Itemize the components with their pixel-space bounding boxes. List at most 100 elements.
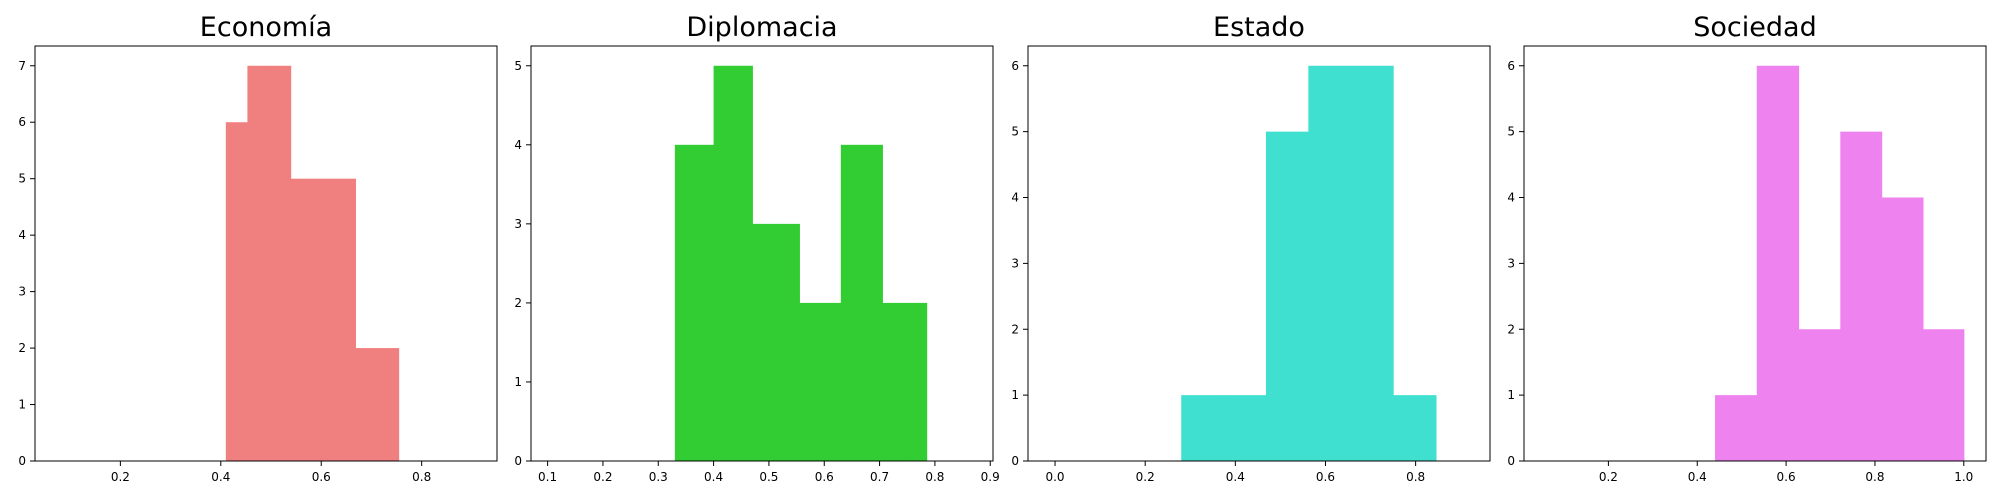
y-tick-label: 4 bbox=[1507, 191, 1515, 205]
y-tick-label: 1 bbox=[1011, 388, 1019, 402]
y-tick-label: 1 bbox=[1507, 388, 1515, 402]
histogram-bar bbox=[1715, 395, 1737, 461]
y-tick-label: 0 bbox=[1507, 454, 1515, 468]
panel-sociedad: Sociedad 0.2 0.4 0.6 0.8 1.0 0 1 2 3 4 5 6 bbox=[1507, 12, 1987, 484]
y-tick-label: 0 bbox=[514, 454, 522, 468]
histogram-bar bbox=[904, 302, 928, 461]
y-tick-label: 5 bbox=[1011, 125, 1019, 139]
panel-title: Diplomacia bbox=[686, 12, 837, 43]
x-tick-label: 0.6 bbox=[1777, 470, 1796, 484]
x-tick-label: 0.8 bbox=[1406, 470, 1425, 484]
panel-economia: Economía 0.2 0.4 0.6 0.8 0 1 2 3 4 5 6 7 bbox=[18, 12, 498, 484]
histogram-bar bbox=[1819, 329, 1841, 461]
histogram-bar bbox=[1308, 65, 1331, 461]
histogram-bar bbox=[1840, 131, 1862, 461]
axes-frame bbox=[1027, 45, 1491, 462]
y-tick-label: 6 bbox=[1011, 59, 1019, 73]
histogram-bar bbox=[860, 144, 883, 461]
histogram-bar bbox=[1943, 329, 1965, 461]
histogram-bar bbox=[269, 65, 292, 461]
histogram-bar bbox=[1798, 329, 1821, 461]
x-tick-label: 0.5 bbox=[759, 470, 778, 484]
x-tick-label: 0.6 bbox=[1316, 470, 1335, 484]
histogram-bar bbox=[882, 302, 906, 461]
x-tick-label: 0.2 bbox=[593, 470, 612, 484]
y-tick-label: 6 bbox=[1507, 59, 1515, 73]
histogram-bar bbox=[312, 178, 335, 461]
y-tick-label: 3 bbox=[18, 285, 26, 299]
panel-title: Economía bbox=[200, 12, 332, 43]
x-tick-label: 0.6 bbox=[815, 470, 834, 484]
x-tick-label: 0.6 bbox=[312, 470, 331, 484]
y-tick-label: 1 bbox=[514, 375, 522, 389]
x-tick-label: 0.4 bbox=[704, 470, 723, 484]
histogram-bar bbox=[1777, 65, 1800, 461]
histogram-bar bbox=[674, 144, 695, 461]
x-tick-label: 0.4 bbox=[1688, 470, 1707, 484]
panel-diplomacia: Diplomacia 0.1 0.2 0.3 0.4 0.5 0.6 0.7 0.8 0.9 0 1… bbox=[514, 12, 999, 484]
axes-frame bbox=[34, 45, 498, 462]
y-tick-label: 0 bbox=[1011, 454, 1019, 468]
histogram-bar bbox=[290, 178, 313, 461]
histogram-bar bbox=[333, 178, 356, 461]
y-tick-label: 3 bbox=[514, 217, 522, 231]
y-tick-label: 1 bbox=[18, 398, 26, 412]
histogram-bar bbox=[1415, 395, 1437, 461]
y-tick-label: 2 bbox=[1507, 322, 1515, 336]
panel-title: Sociedad bbox=[1693, 12, 1816, 43]
histogram-bar bbox=[1756, 65, 1779, 461]
histogram-bar bbox=[247, 65, 270, 461]
axes-frame bbox=[1523, 45, 1987, 462]
histogram-bar bbox=[1902, 197, 1924, 461]
histogram-bar bbox=[752, 223, 778, 461]
y-tick-label: 0 bbox=[18, 454, 26, 468]
y-tick-label: 3 bbox=[1011, 256, 1019, 270]
histogram-bar bbox=[1223, 395, 1267, 461]
histogram-bar bbox=[1735, 395, 1758, 461]
panel-title: Estado bbox=[1213, 12, 1305, 43]
y-tick-label: 4 bbox=[514, 138, 522, 152]
histogram-bar bbox=[1371, 65, 1394, 461]
x-tick-label: 0.8 bbox=[1865, 470, 1884, 484]
histogram-bar bbox=[694, 144, 715, 461]
histogram-bar bbox=[376, 348, 400, 461]
histogram-bar bbox=[1861, 131, 1883, 461]
histogram-bar bbox=[713, 65, 734, 461]
histogram-bar bbox=[1329, 65, 1352, 461]
histogram-bar bbox=[225, 122, 249, 461]
x-tick-label: 0.8 bbox=[925, 470, 944, 484]
x-tick-label: 0.3 bbox=[649, 470, 668, 484]
histogram-bar bbox=[840, 144, 861, 461]
x-tick-label: 0.1 bbox=[538, 470, 557, 484]
x-tick-label: 0.4 bbox=[1226, 470, 1245, 484]
x-tick-label: 0.2 bbox=[1599, 470, 1618, 484]
y-tick-label: 2 bbox=[514, 296, 522, 310]
histogram-bar bbox=[355, 348, 378, 461]
histogram-bar bbox=[1393, 395, 1417, 461]
x-tick-label: 0.8 bbox=[412, 470, 431, 484]
y-tick-label: 5 bbox=[1507, 125, 1515, 139]
histogram-bar bbox=[1265, 131, 1288, 461]
x-tick-label: 0.2 bbox=[111, 470, 130, 484]
x-tick-label: 0.2 bbox=[1136, 470, 1155, 484]
panel-estado: Estado 0.0 0.2 0.4 0.6 0.8 0 1 2 3 4 5 6 bbox=[1011, 12, 1491, 484]
y-tick-label: 6 bbox=[18, 115, 26, 129]
axes-frame bbox=[530, 45, 994, 462]
y-tick-label: 5 bbox=[18, 172, 26, 186]
x-tick-label: 0.4 bbox=[211, 470, 230, 484]
y-tick-label: 3 bbox=[1507, 256, 1515, 270]
histogram-bar bbox=[799, 302, 823, 461]
y-tick-label: 2 bbox=[1011, 322, 1019, 336]
y-tick-label: 4 bbox=[1011, 191, 1019, 205]
x-tick-label: 1.0 bbox=[1954, 470, 1973, 484]
x-tick-label: 0.9 bbox=[981, 470, 1000, 484]
histogram-bar bbox=[1881, 197, 1904, 461]
histogram-bar bbox=[821, 302, 842, 461]
x-tick-label: 0.0 bbox=[1045, 470, 1064, 484]
y-tick-label: 7 bbox=[18, 59, 26, 73]
y-tick-label: 2 bbox=[18, 341, 26, 355]
histogram-bar bbox=[1922, 329, 1944, 461]
y-tick-label: 4 bbox=[18, 228, 26, 242]
histogram-bar bbox=[732, 65, 753, 461]
histogram-bar bbox=[1287, 131, 1309, 461]
